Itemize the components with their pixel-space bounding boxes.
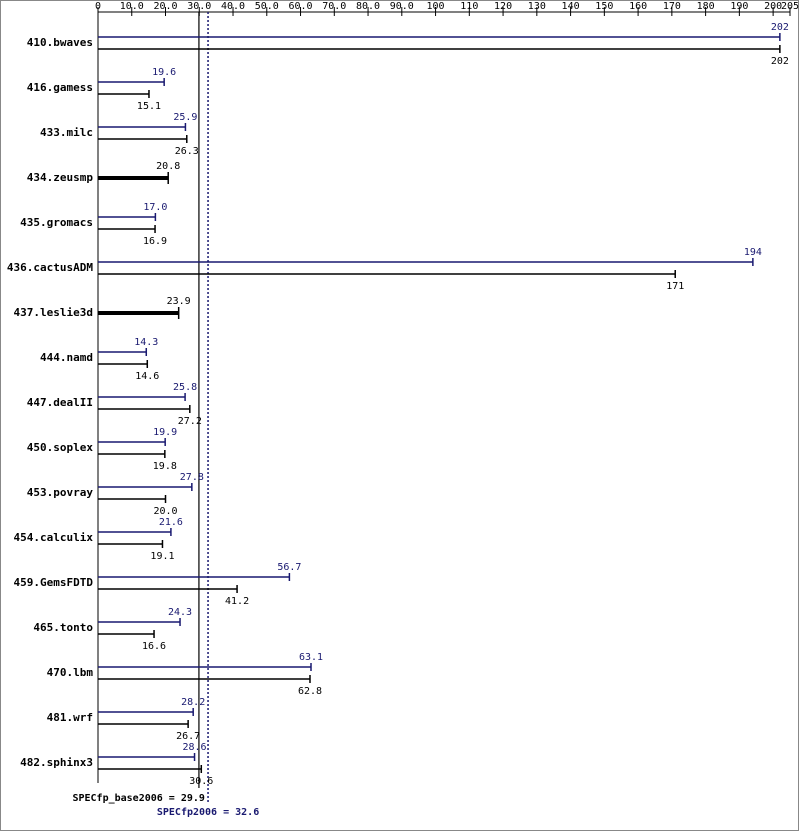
value-label: 30.6	[189, 776, 213, 787]
x-tick-label: 205	[781, 1, 799, 12]
reference-label: SPECfp_base2006 = 29.9	[72, 793, 204, 804]
value-label: 23.9	[167, 296, 191, 307]
category-label: 482.sphinx3	[20, 756, 93, 769]
value-label: 41.2	[225, 596, 249, 607]
value-label: 28.2	[181, 697, 205, 708]
category-label: 410.bwaves	[27, 36, 93, 49]
value-label: 62.8	[298, 686, 322, 697]
x-tick-label: 150	[595, 1, 613, 12]
x-tick-label: 60.0	[288, 1, 312, 12]
value-label: 16.6	[142, 641, 166, 652]
value-label: 19.6	[152, 67, 176, 78]
x-tick-label: 160	[629, 1, 647, 12]
value-label: 25.9	[173, 112, 197, 123]
x-tick-label: 10.0	[120, 1, 144, 12]
x-tick-label: 30.0	[187, 1, 211, 12]
value-label: 19.8	[153, 461, 177, 472]
category-label: 433.milc	[40, 126, 93, 139]
value-label: 202	[771, 56, 789, 67]
value-label: 26.3	[175, 146, 199, 157]
value-label: 19.1	[150, 551, 174, 562]
x-tick-label: 90.0	[390, 1, 414, 12]
x-tick-label: 40.0	[221, 1, 245, 12]
value-label: 21.6	[159, 517, 183, 528]
reference-label: SPECfp2006 = 32.6	[157, 807, 259, 818]
x-tick-label: 140	[562, 1, 580, 12]
value-label: 19.9	[153, 427, 177, 438]
value-label: 17.0	[143, 202, 167, 213]
value-label: 28.6	[182, 742, 206, 753]
value-label: 16.9	[143, 236, 167, 247]
x-tick-label: 100	[427, 1, 445, 12]
category-label: 481.wrf	[47, 711, 93, 724]
category-label: 470.lbm	[47, 666, 94, 679]
category-label: 436.cactusADM	[7, 261, 93, 274]
category-label: 454.calculix	[14, 531, 94, 544]
x-tick-label: 170	[663, 1, 681, 12]
value-label: 14.6	[135, 371, 159, 382]
value-label: 63.1	[299, 652, 323, 663]
category-label: 435.gromacs	[20, 216, 93, 229]
category-label: 447.dealII	[27, 396, 93, 409]
value-label: 14.3	[134, 337, 158, 348]
category-label: 434.zeusmp	[27, 171, 94, 184]
x-tick-label: 110	[460, 1, 478, 12]
value-label: 56.7	[277, 562, 301, 573]
value-label: 171	[666, 281, 684, 292]
x-tick-label: 70.0	[322, 1, 346, 12]
category-label: 459.GemsFDTD	[14, 576, 94, 589]
value-label: 202	[771, 22, 789, 33]
category-label: 465.tonto	[33, 621, 93, 634]
value-label: 27.8	[180, 472, 204, 483]
x-tick-label: 0	[95, 1, 101, 12]
value-label: 25.8	[173, 382, 197, 393]
value-label: 27.2	[178, 416, 202, 427]
category-label: 444.namd	[40, 351, 93, 364]
x-tick-label: 120	[494, 1, 512, 12]
x-tick-label: 180	[697, 1, 715, 12]
value-label: 24.3	[168, 607, 192, 618]
x-tick-label: 50.0	[255, 1, 279, 12]
value-label: 26.7	[176, 731, 200, 742]
value-label: 20.0	[153, 506, 177, 517]
value-label: 15.1	[137, 101, 161, 112]
category-label: 450.soplex	[27, 441, 94, 454]
value-label: 194	[744, 247, 762, 258]
category-label: 437.leslie3d	[14, 306, 93, 319]
x-tick-label: 80.0	[356, 1, 380, 12]
x-tick-label: 190	[730, 1, 748, 12]
value-label: 20.8	[156, 161, 180, 172]
x-tick-label: 130	[528, 1, 546, 12]
category-label: 416.gamess	[27, 81, 93, 94]
x-tick-label: 200	[764, 1, 782, 12]
x-tick-label: 20.0	[153, 1, 177, 12]
category-label: 453.povray	[27, 486, 94, 499]
